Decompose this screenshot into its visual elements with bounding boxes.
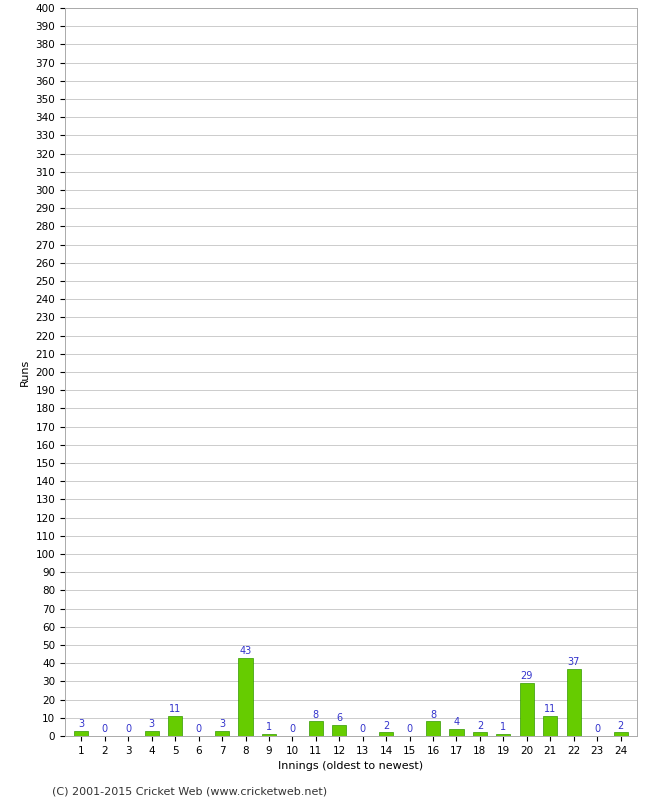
Bar xyxy=(497,734,510,736)
Y-axis label: Runs: Runs xyxy=(20,358,30,386)
Bar xyxy=(426,722,440,736)
Bar xyxy=(74,730,88,736)
Text: 1: 1 xyxy=(500,722,506,732)
Text: 11: 11 xyxy=(169,704,181,714)
Text: 6: 6 xyxy=(336,714,343,723)
Bar xyxy=(543,716,557,736)
Text: 0: 0 xyxy=(102,724,108,734)
Text: (C) 2001-2015 Cricket Web (www.cricketweb.net): (C) 2001-2015 Cricket Web (www.cricketwe… xyxy=(52,786,327,796)
Bar xyxy=(145,730,159,736)
Text: 37: 37 xyxy=(567,657,580,667)
Bar xyxy=(262,734,276,736)
Bar xyxy=(379,732,393,736)
Bar xyxy=(567,669,580,736)
Text: 0: 0 xyxy=(289,724,296,734)
Bar xyxy=(449,729,463,736)
Text: 8: 8 xyxy=(313,710,319,720)
Bar xyxy=(168,716,182,736)
Text: 11: 11 xyxy=(544,704,556,714)
Text: 43: 43 xyxy=(239,646,252,656)
Text: 0: 0 xyxy=(359,724,366,734)
Bar xyxy=(309,722,323,736)
Text: 0: 0 xyxy=(196,724,202,734)
Text: 1: 1 xyxy=(266,722,272,732)
Text: 2: 2 xyxy=(618,721,624,730)
Text: 2: 2 xyxy=(477,721,483,730)
Text: 3: 3 xyxy=(219,718,225,729)
Bar xyxy=(332,725,346,736)
Text: 3: 3 xyxy=(79,718,84,729)
Text: 4: 4 xyxy=(454,717,460,727)
Text: 29: 29 xyxy=(521,671,533,682)
X-axis label: Innings (oldest to newest): Innings (oldest to newest) xyxy=(278,762,424,771)
Text: 3: 3 xyxy=(149,718,155,729)
Bar xyxy=(239,658,253,736)
Text: 2: 2 xyxy=(383,721,389,730)
Text: 0: 0 xyxy=(594,724,600,734)
Bar xyxy=(614,732,628,736)
Bar xyxy=(215,730,229,736)
Text: 8: 8 xyxy=(430,710,436,720)
Text: 0: 0 xyxy=(125,724,131,734)
Bar xyxy=(520,683,534,736)
Text: 0: 0 xyxy=(406,724,413,734)
Bar xyxy=(473,732,487,736)
